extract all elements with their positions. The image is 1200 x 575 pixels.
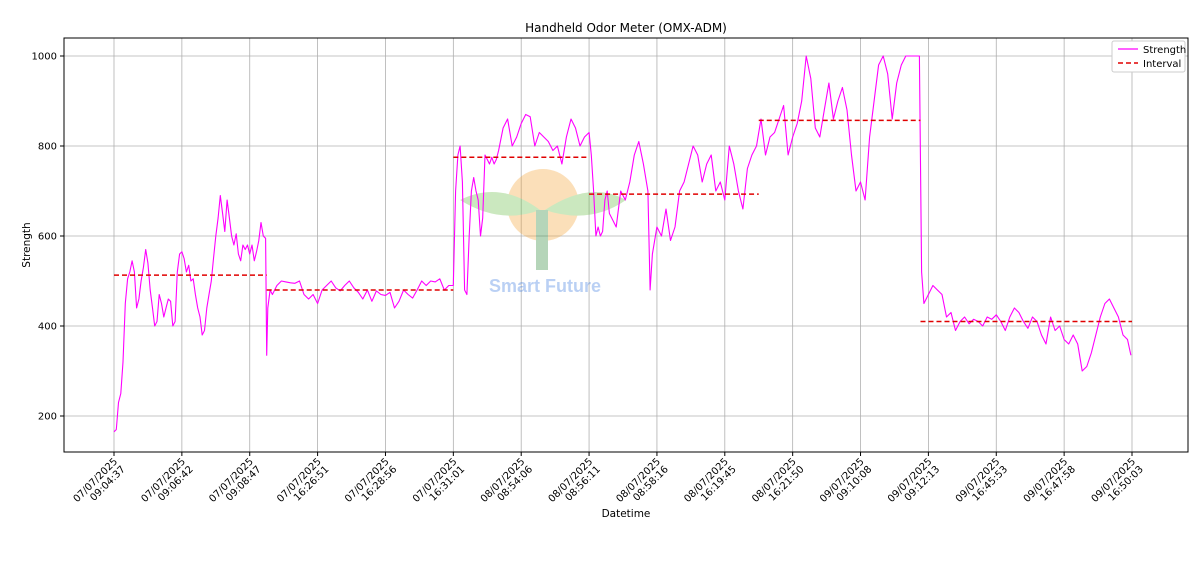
plot-area xyxy=(64,38,1188,452)
y-tick-label: 200 xyxy=(38,412,57,423)
strength-line xyxy=(113,55,1132,433)
legend: Strength Interval xyxy=(1111,40,1186,73)
y-tick-label: 600 xyxy=(38,232,57,243)
y-tick-label: 800 xyxy=(38,142,57,153)
x-axis-label: Datetime xyxy=(602,508,651,520)
grid xyxy=(64,38,1188,452)
chart-title: Handheld Odor Meter (OMX-ADM) xyxy=(525,21,727,35)
y-axis-label: Strength xyxy=(21,222,33,267)
legend-strength-label: Strength xyxy=(1143,45,1186,56)
y-tick-label: 1000 xyxy=(32,52,57,63)
legend-interval-label: Interval xyxy=(1143,59,1181,70)
y-tick-label: 400 xyxy=(38,322,57,333)
series xyxy=(113,55,1132,433)
y-axis: 200 400 600 800 1000 xyxy=(32,52,64,423)
watermark-text: Smart Future xyxy=(489,276,601,296)
plot-frame xyxy=(63,37,1189,453)
